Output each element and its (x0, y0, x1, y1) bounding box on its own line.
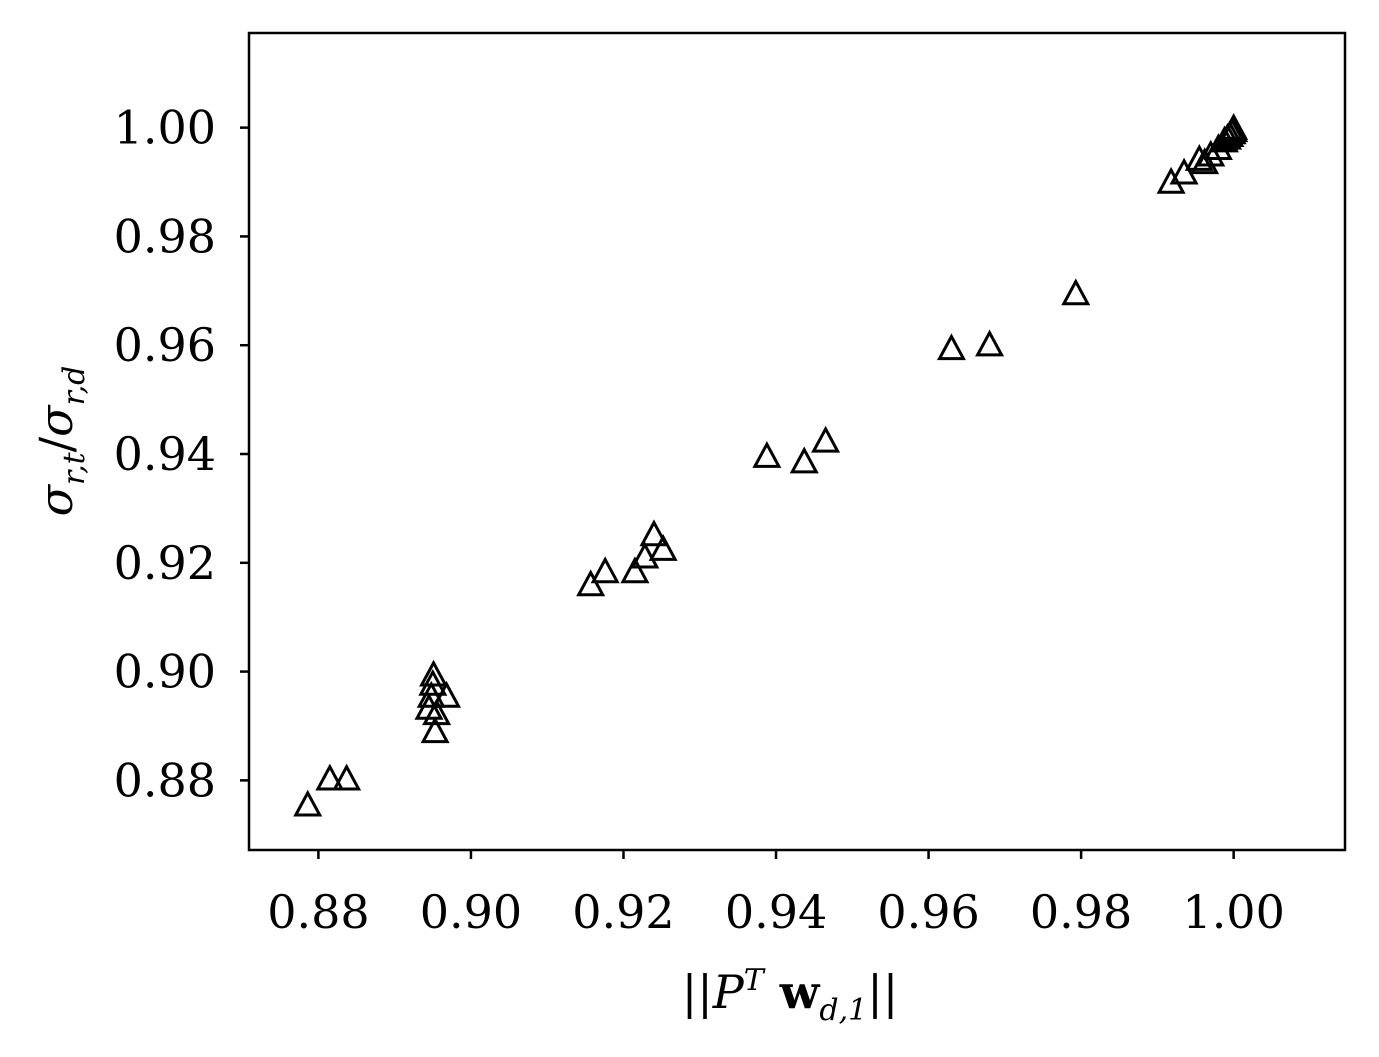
data-point (811, 425, 841, 453)
y-tick-label: 0.92 (114, 536, 216, 590)
data-point (332, 763, 362, 791)
data-point (590, 556, 620, 584)
data-point (789, 446, 819, 474)
data-point (418, 668, 448, 696)
y-axis-ticks: 0.88 0.90 0.92 0.94 0.96 0.98 1.00 (114, 101, 249, 807)
x-tick-label: 0.98 (1030, 885, 1132, 939)
data-point (432, 680, 462, 708)
y-tick-label: 0.90 (114, 645, 216, 699)
data-point (1219, 113, 1249, 140)
data-point (630, 541, 660, 569)
data-point (620, 556, 650, 584)
data-point (639, 519, 669, 547)
data-point (975, 329, 1005, 357)
data-points (293, 113, 1249, 817)
x-tick-label: 0.96 (877, 885, 979, 939)
y-tick-label: 0.94 (114, 427, 216, 481)
data-point (648, 534, 678, 561)
data-point (752, 441, 782, 468)
data-point (1196, 139, 1226, 167)
y-tick-label: 0.98 (114, 209, 216, 263)
x-tick-label: 0.94 (725, 885, 827, 939)
data-point (1190, 147, 1220, 175)
y-tick-label: 0.96 (114, 318, 216, 372)
x-axis-label: ||PT wd,1|| (682, 963, 898, 1028)
x-tick-label: 0.92 (572, 885, 674, 939)
plot-frame (247, 31, 1347, 852)
data-point (1156, 166, 1186, 194)
data-point (936, 333, 966, 361)
data-point (419, 659, 449, 687)
data-point (1169, 157, 1199, 185)
y-tick-label: 0.88 (114, 753, 216, 807)
x-tick-label: 0.90 (420, 885, 522, 939)
data-point (315, 763, 345, 791)
data-point (422, 698, 452, 726)
x-tick-label: 0.88 (267, 885, 369, 939)
x-axis-ticks: 0.88 0.90 0.92 0.94 0.96 0.98 1.00 (267, 850, 1285, 939)
data-point (1061, 278, 1091, 306)
y-axis-label: σr,t/σr,d (29, 366, 92, 517)
data-point (420, 716, 450, 744)
data-point (576, 569, 606, 597)
x-tick-label: 1.00 (1182, 885, 1284, 939)
y-tick-label: 1.00 (114, 101, 216, 155)
data-point (293, 789, 323, 817)
